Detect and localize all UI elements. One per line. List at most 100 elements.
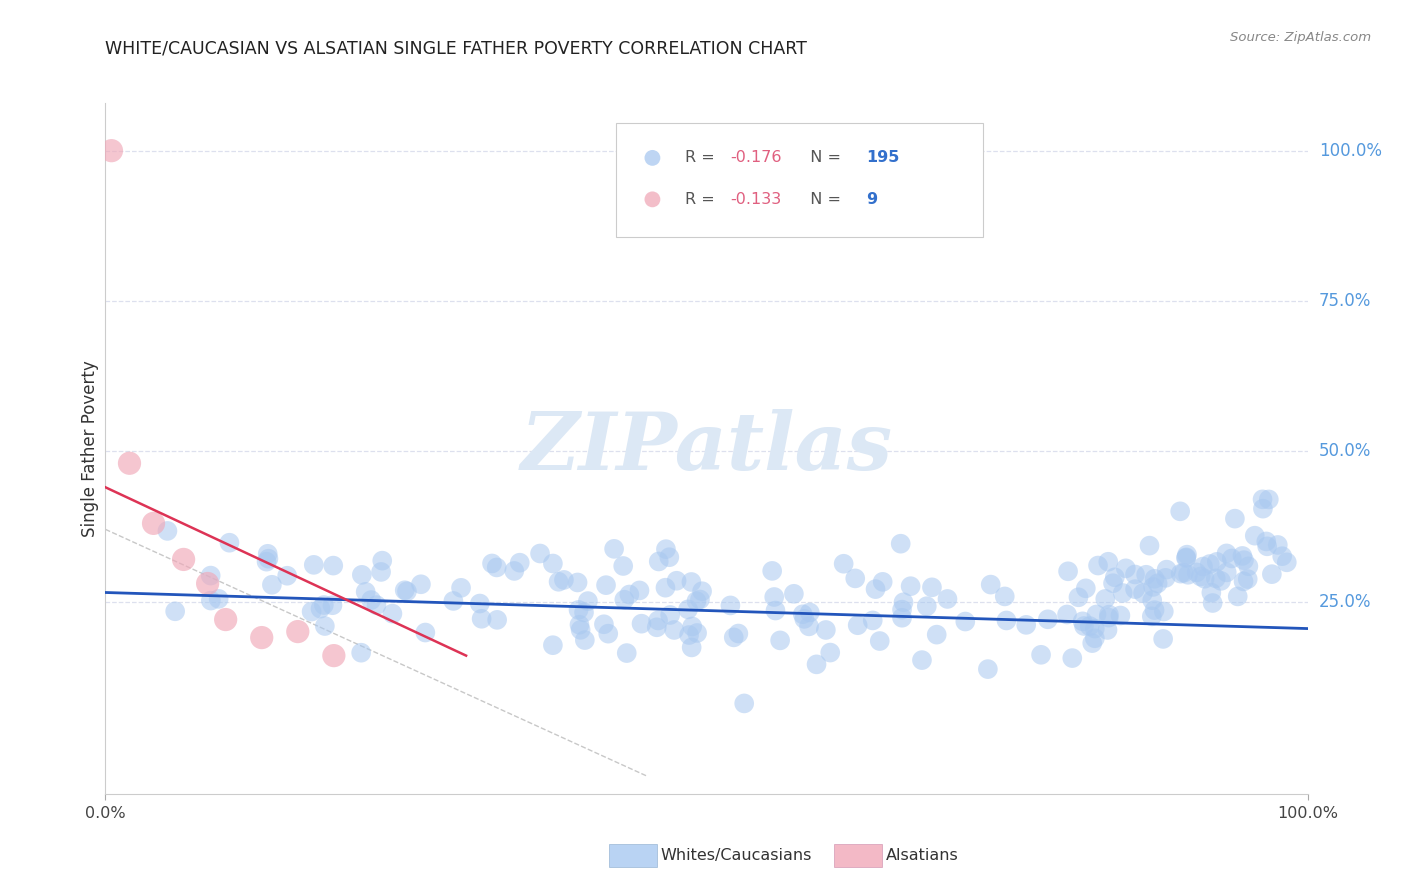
Point: [921, 580, 943, 594]
Point: [350, 567, 373, 582]
Point: [1201, 596, 1223, 610]
Point: [799, 606, 821, 620]
Point: [1209, 574, 1232, 588]
Point: [1198, 557, 1220, 571]
Point: [891, 611, 914, 625]
Point: [723, 631, 745, 645]
Point: [765, 603, 787, 617]
Point: [681, 574, 703, 589]
Point: [1237, 559, 1260, 574]
Point: [1154, 571, 1177, 585]
Point: [415, 625, 437, 640]
Point: [890, 537, 912, 551]
Point: [869, 634, 891, 648]
Point: [529, 547, 551, 561]
Point: [1185, 566, 1208, 580]
Point: [1256, 539, 1278, 553]
Point: [541, 557, 564, 571]
Point: [769, 633, 792, 648]
Point: [1205, 571, 1227, 585]
Point: [645, 620, 668, 634]
Point: [1123, 582, 1146, 596]
Point: [395, 584, 418, 599]
Point: [256, 547, 278, 561]
Point: [394, 583, 416, 598]
Point: [1097, 623, 1119, 637]
Point: [257, 551, 280, 566]
Point: [1132, 586, 1154, 600]
Text: N =: N =: [800, 151, 846, 165]
Text: -0.133: -0.133: [731, 192, 782, 207]
Point: [409, 577, 432, 591]
Point: [1175, 548, 1198, 562]
Point: [733, 697, 755, 711]
Point: [846, 618, 869, 632]
Point: [250, 631, 273, 645]
Point: [1236, 572, 1258, 586]
Point: [1226, 590, 1249, 604]
Text: R =: R =: [685, 192, 720, 207]
Point: [1084, 632, 1107, 646]
Text: 50.0%: 50.0%: [1319, 442, 1371, 460]
Point: [1123, 567, 1146, 582]
Point: [911, 653, 934, 667]
Point: [371, 554, 394, 568]
Point: [1175, 550, 1198, 565]
Point: [1071, 615, 1094, 629]
Point: [647, 614, 669, 628]
Point: [641, 227, 664, 242]
Point: [142, 516, 165, 531]
Point: [915, 599, 938, 614]
Point: [1073, 619, 1095, 633]
Point: [321, 599, 343, 613]
Point: [1175, 551, 1198, 566]
Point: [783, 587, 806, 601]
Point: [1257, 492, 1279, 507]
Point: [977, 662, 1000, 676]
Point: [598, 626, 620, 640]
Point: [1275, 555, 1298, 569]
Point: [1142, 593, 1164, 607]
Point: [1139, 539, 1161, 553]
Point: [1243, 529, 1265, 543]
Point: [1102, 576, 1125, 591]
Point: [1153, 605, 1175, 619]
Point: [197, 576, 219, 591]
Point: [569, 623, 592, 637]
Point: [322, 648, 344, 663]
Point: [1115, 561, 1137, 575]
Point: [1256, 534, 1278, 549]
Point: [287, 624, 309, 639]
Point: [214, 613, 236, 627]
Point: [1135, 567, 1157, 582]
Point: [1112, 586, 1135, 600]
Point: [350, 646, 373, 660]
Y-axis label: Single Father Poverty: Single Father Poverty: [80, 359, 98, 537]
Text: 75.0%: 75.0%: [1319, 292, 1371, 310]
Point: [322, 558, 344, 573]
Point: [686, 626, 709, 640]
Point: [1087, 558, 1109, 573]
Text: ZIPatlas: ZIPatlas: [520, 409, 893, 487]
Point: [690, 584, 713, 599]
Point: [662, 623, 685, 637]
Point: [1140, 609, 1163, 624]
Point: [1084, 622, 1107, 636]
Point: [936, 591, 959, 606]
Point: [1232, 549, 1254, 563]
Point: [301, 605, 323, 619]
Point: [1201, 585, 1223, 599]
Point: [1177, 567, 1199, 582]
Point: [1098, 610, 1121, 624]
Point: [862, 614, 884, 628]
Point: [806, 657, 828, 672]
Point: [1261, 567, 1284, 582]
Point: [1205, 555, 1227, 569]
Point: [1062, 651, 1084, 665]
Text: N =: N =: [800, 192, 846, 207]
Point: [1104, 570, 1126, 584]
Point: [1097, 555, 1119, 569]
Point: [593, 617, 616, 632]
Point: [1192, 559, 1215, 574]
Point: [100, 144, 122, 158]
